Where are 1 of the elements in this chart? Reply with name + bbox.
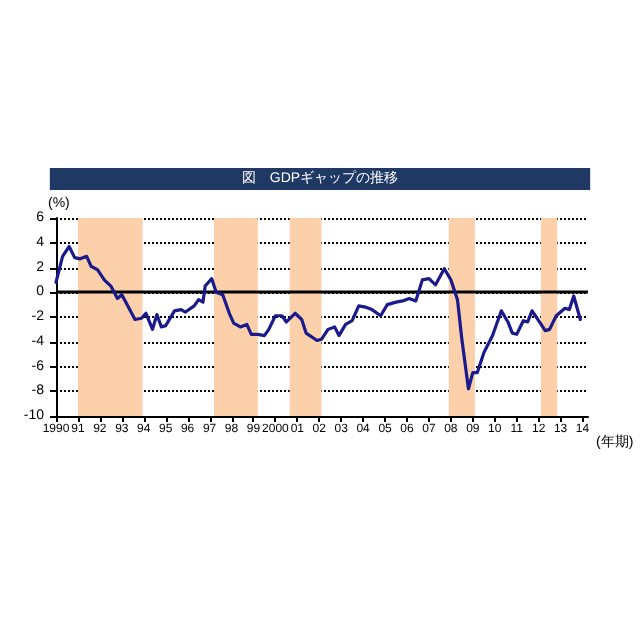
line-series bbox=[54, 244, 582, 391]
